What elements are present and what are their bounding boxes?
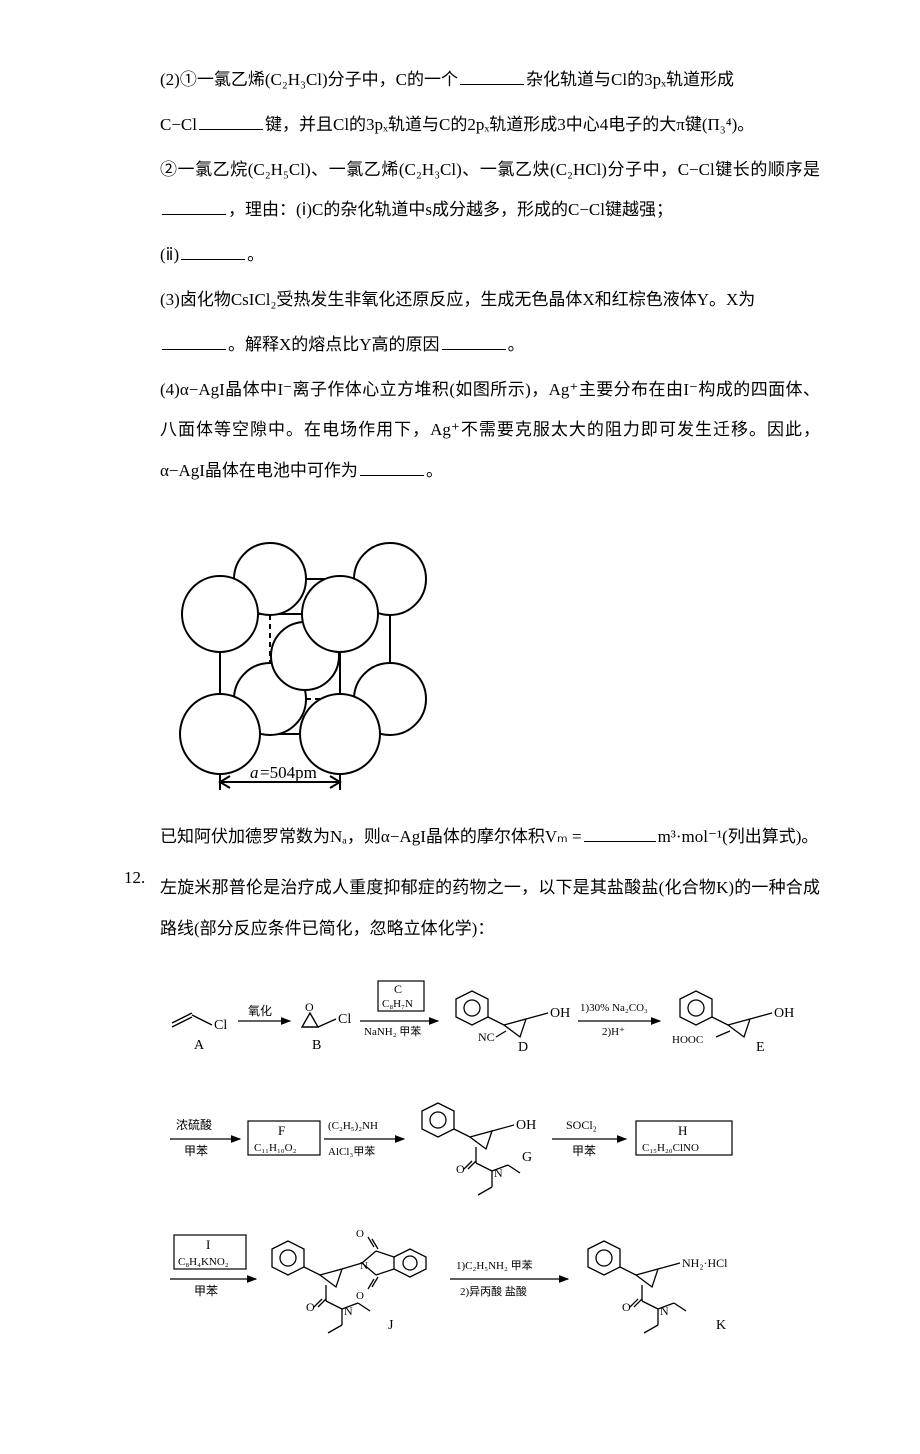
label-D: D (518, 1040, 528, 1055)
text: 已知阿伏加德罗常数为Nₐ，则α−AgI晶体的摩尔体积Vₘ = (160, 827, 582, 846)
reagent-ox: 氧化 (248, 1004, 272, 1018)
reagent-nanh2: NaNH₂ 甲苯 (364, 1024, 421, 1038)
q12-number: 12. (124, 868, 160, 888)
label-C: C (394, 982, 402, 996)
reagent-socl2-2: 甲苯 (572, 1144, 596, 1158)
svg-text:C₁₅H₂₀ClNO: C₁₅H₂₀ClNO (642, 1142, 699, 1154)
q11-4b: 已知阿伏加德罗常数为Nₐ，则α−AgI晶体的摩尔体积Vₘ = m³·mol⁻¹(列… (160, 817, 820, 858)
label-K: K (716, 1318, 726, 1333)
label-H: H (678, 1123, 687, 1138)
blank (460, 68, 524, 85)
text: 。 (426, 461, 443, 480)
reaction-scheme: Cl A 氧化 O Cl B C C₈H₇N NaNH₂ 甲苯 (160, 969, 820, 1414)
blank (181, 243, 245, 260)
svg-text:C₁₁H₁₀O₂: C₁₁H₁₀O₂ (254, 1142, 297, 1154)
q11-3b: 。解释X的熔点比Y高的原因 。 (160, 325, 820, 366)
unit-cell-diagram: a =504pm (160, 504, 820, 809)
text: 杂化轨道与Cl的3pₓ轨道形成 (526, 70, 734, 89)
q11-2-1: (2)①一氯乙烯(C₂H₃Cl)分子中，C的一个 杂化轨道与Cl的3pₓ轨道形成 (160, 60, 820, 101)
svg-text:O: O (306, 1300, 315, 1314)
text: 。 (247, 245, 264, 264)
text: 。 (508, 335, 525, 354)
text: (3)卤化物CsICl₂受热发生非氧化还原反应，生成无色晶体X和红棕色液体Y。X… (160, 290, 755, 309)
text: ②一氯乙烷(C₂H₅Cl)、一氯乙烯(C₂H₃Cl)、一氯乙炔(C₂HCl)分子… (160, 160, 820, 179)
reagent-na2co3-1: 1)30% Na₂CO₃ (580, 1002, 648, 1014)
svg-text:N: N (660, 1304, 669, 1318)
a-label: a (250, 763, 259, 782)
text: (ⅱ) (160, 245, 179, 264)
reagent-na2co3-2: 2)H⁺ (602, 1026, 625, 1038)
blank (162, 198, 226, 215)
q11-2-1b: C−Cl 键，并且Cl的3pₓ轨道与C的2pₓ轨道形成3中心4电子的大π键(Π₃⁴… (160, 105, 820, 146)
svg-text:O: O (356, 1228, 364, 1240)
reagent-nh-1: (C₂H₅)₂NH (328, 1120, 378, 1132)
q11-2-2b: (ⅱ) 。 (160, 235, 820, 276)
a-value: =504pm (260, 763, 317, 782)
scheme-svg: Cl A 氧化 O Cl B C C₈H₇N NaNH₂ 甲苯 (160, 969, 860, 1409)
svg-text:OH: OH (516, 1118, 536, 1133)
reagent-k-2: 2)异丙酸 盐酸 (460, 1284, 527, 1298)
label-E: E (756, 1040, 765, 1055)
svg-text:O: O (356, 1290, 364, 1302)
text: 键，并且Cl的3pₓ轨道与C的2pₓ轨道形成3中心4电子的大π键(Π₃⁴)。 (265, 115, 754, 134)
svg-text:C₈H₄KNO₂: C₈H₄KNO₂ (178, 1256, 229, 1268)
label-B: B (312, 1038, 321, 1053)
svg-text:O: O (305, 1000, 314, 1014)
reagent-h2so4-1: 浓硫酸 (176, 1117, 212, 1132)
text: m³·mol⁻¹(列出算式)。 (658, 827, 819, 846)
blank (584, 825, 656, 842)
svg-text:NH₂·HCl: NH₂·HCl (682, 1256, 728, 1270)
svg-text:N: N (344, 1304, 353, 1318)
reagent-k-1: 1)C₂H₅NH₂ 甲苯 (456, 1258, 533, 1272)
q12-intro: 左旋米那普伦是治疗成人重度抑郁症的药物之一，以下是其盐酸盐(化合物K)的一种合成… (160, 868, 820, 950)
q11-4: (4)α−AgI晶体中I⁻离子作体心立方堆积(如图所示)，Ag⁺主要分布在由I⁻… (160, 370, 820, 492)
svg-text:Cl: Cl (214, 1018, 227, 1033)
blank (442, 333, 506, 350)
svg-text:O: O (456, 1162, 465, 1176)
svg-text:OH: OH (774, 1006, 794, 1021)
q11-2-2: ②一氯乙烷(C₂H₅Cl)、一氯乙烯(C₂H₃Cl)、一氯乙炔(C₂HCl)分子… (160, 150, 820, 232)
svg-text:HOOC: HOOC (672, 1034, 703, 1046)
q11-3: (3)卤化物CsICl₂受热发生非氧化还原反应，生成无色晶体X和红棕色液体Y。X… (160, 280, 820, 321)
svg-text:Cl: Cl (338, 1012, 351, 1027)
reagent-nh-2: AlCl₃甲苯 (328, 1144, 375, 1158)
reagent-h2so4-2: 甲苯 (184, 1144, 208, 1158)
blank (162, 333, 226, 350)
text: (4)α−AgI晶体中I⁻离子作体心立方堆积(如图所示)，Ag⁺主要分布在由I⁻… (160, 380, 820, 481)
blank (360, 459, 424, 476)
svg-text:N: N (360, 1260, 368, 1272)
unit-cell-svg: a =504pm (160, 504, 430, 804)
svg-text:C₈H₇N: C₈H₇N (382, 998, 413, 1010)
svg-text:OH: OH (550, 1006, 570, 1021)
label-J: J (388, 1318, 394, 1333)
label-G: G (522, 1150, 532, 1165)
reagent-socl2-1: SOCl₂ (566, 1118, 597, 1132)
text: 。解释X的熔点比Y高的原因 (228, 335, 440, 354)
text: C−Cl (160, 115, 197, 134)
q12: 12. 左旋米那普伦是治疗成人重度抑郁症的药物之一，以下是其盐酸盐(化合物K)的… (160, 868, 820, 954)
label-I: I (206, 1237, 210, 1252)
svg-text:N: N (494, 1166, 503, 1180)
svg-text:O: O (622, 1300, 631, 1314)
svg-text:NC: NC (478, 1030, 495, 1044)
blank (199, 113, 263, 130)
text: (2)①一氯乙烯(C₂H₃Cl)分子中，C的一个 (160, 70, 458, 89)
reagent-toluene: 甲苯 (194, 1284, 218, 1298)
text: ，理由：(ⅰ)C的杂化轨道中s成分越多，形成的C−Cl键越强； (228, 200, 673, 219)
label-F: F (278, 1123, 285, 1138)
label-A: A (194, 1038, 205, 1053)
